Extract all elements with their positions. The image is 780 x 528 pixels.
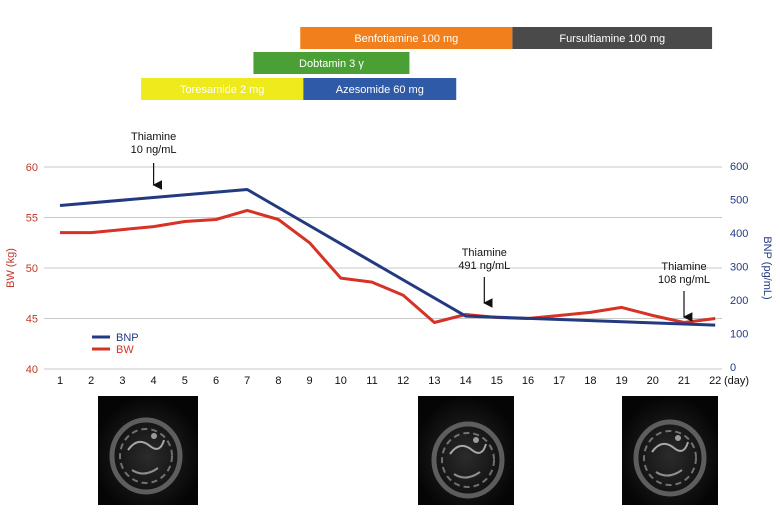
x-tick-label: 19	[615, 375, 627, 387]
x-tick-label: 8	[275, 375, 281, 387]
y-right-tick-label: 0	[730, 362, 736, 374]
annotation-text: Thiamine	[661, 261, 706, 273]
x-tick-label: 17	[553, 375, 565, 387]
treatment-label: Toresamide 2 mg	[180, 84, 264, 96]
y-right-tick-label: 300	[730, 262, 748, 274]
x-tick-label: 4	[151, 375, 157, 387]
x-tick-label: 5	[182, 375, 188, 387]
echo-image-day-14	[418, 396, 514, 505]
legend-label: BNP	[116, 332, 139, 344]
treatment-label: Benfotiamine 100 mg	[354, 33, 458, 45]
x-tick-label: 20	[647, 375, 659, 387]
y-left-tick-label: 60	[26, 162, 38, 174]
x-tick-label: 16	[522, 375, 534, 387]
x-tick-label: 11	[366, 375, 377, 387]
y-right-tick-label: 200	[730, 295, 748, 307]
x-tick-label: 21	[678, 375, 690, 387]
y-left-tick-label: 50	[26, 263, 38, 275]
annotation-text: Thiamine	[131, 131, 176, 143]
x-tick-label: 6	[213, 375, 219, 387]
treatment-label: Dobtamin 3 γ	[299, 58, 364, 70]
echo-image-day-21	[622, 396, 718, 505]
x-tick-label: 1	[57, 375, 63, 387]
annotation-text: 491 ng/mL	[458, 260, 510, 272]
treatment-bar	[141, 78, 304, 100]
x-tick-label: 15	[491, 375, 503, 387]
x-tick-label: 13	[428, 375, 440, 387]
annotation-text: 10 ng/mL	[131, 144, 177, 156]
x-tick-label: 3	[119, 375, 125, 387]
annotation-text: 108 ng/mL	[658, 274, 710, 286]
x-axis-label: (day)	[724, 375, 749, 387]
y-left-axis-label: BW (kg)	[5, 248, 17, 288]
y-right-tick-label: 600	[730, 161, 748, 173]
x-tick-label: 18	[584, 375, 596, 387]
treatment-bar	[303, 78, 457, 100]
treatment-label: Fursultiamine 100 mg	[559, 33, 665, 45]
x-tick-label: 9	[307, 375, 313, 387]
annotation-text: Thiamine	[462, 247, 507, 259]
y-right-tick-label: 100	[730, 329, 748, 341]
y-right-tick-label: 400	[730, 228, 748, 240]
treatment-label: Azesomide 60 mg	[336, 84, 424, 96]
treatment-bar	[300, 27, 513, 49]
legend-label: BW	[116, 344, 134, 356]
y-right-axis-label: BNP (pg/mL)	[761, 236, 773, 299]
x-tick-label: 14	[459, 375, 471, 387]
x-tick-label: 12	[397, 375, 409, 387]
echo-picture	[622, 396, 718, 505]
x-tick-label: 10	[335, 375, 347, 387]
y-left-tick-label: 55	[26, 213, 38, 225]
x-tick-label: 2	[88, 375, 94, 387]
series-line-bw	[60, 208, 716, 324]
y-right-tick-label: 500	[730, 195, 748, 207]
y-left-tick-label: 45	[26, 314, 38, 326]
treatment-bar	[253, 52, 410, 74]
echo-picture	[98, 396, 198, 505]
series-line-bnp	[59, 188, 716, 327]
x-tick-label: 22	[709, 375, 721, 387]
echo-image-day-4	[98, 396, 198, 505]
x-tick-label: 7	[244, 375, 250, 387]
echo-picture	[418, 396, 514, 505]
y-left-tick-label: 40	[26, 364, 38, 376]
treatment-bar	[512, 27, 713, 49]
